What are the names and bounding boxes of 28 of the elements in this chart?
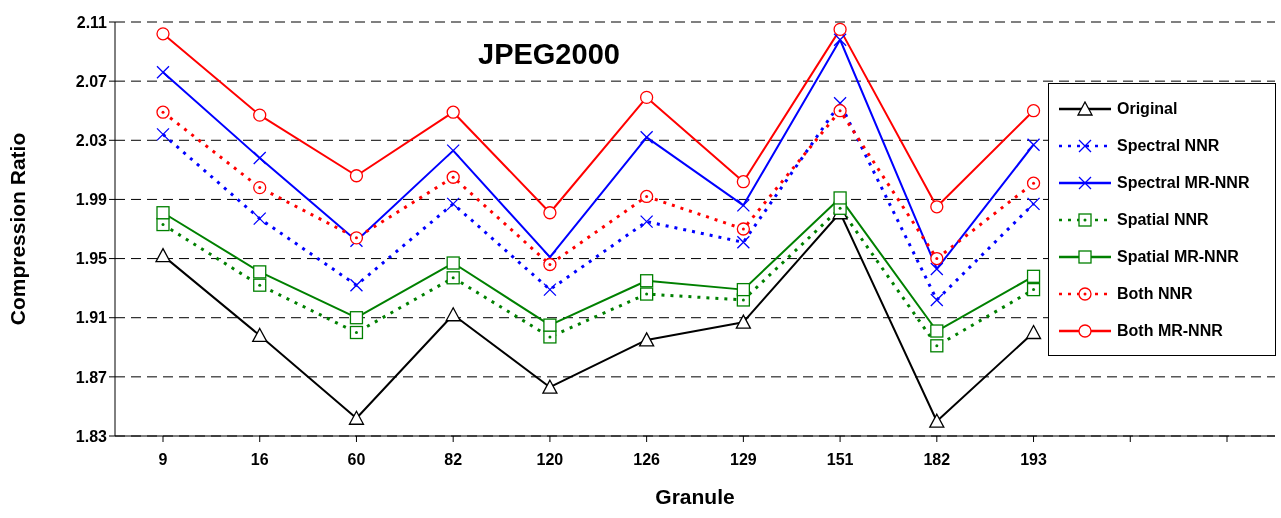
text: JPEG2000 xyxy=(478,38,620,71)
x-tick-label: 126 xyxy=(633,451,661,469)
y-tick-label: 2.03 xyxy=(75,131,108,149)
y-tick-label: 2.11 xyxy=(76,13,108,31)
legend-label: Original xyxy=(1117,99,1178,118)
legend-label: Both MR-NNR xyxy=(1117,321,1223,340)
y-tick-label: 2.07 xyxy=(75,72,108,90)
x-tick-label: 9 xyxy=(158,451,168,469)
x-tick-label: 120 xyxy=(536,451,564,469)
y-tick-label: 1.99 xyxy=(75,191,108,209)
x-tick-label: 182 xyxy=(923,451,951,469)
legend-label: Spatial NNR xyxy=(1117,210,1209,229)
x-tick-label: 60 xyxy=(347,451,366,469)
y-tick-label: 1.91 xyxy=(75,309,108,327)
x-tick-label: 16 xyxy=(250,451,269,469)
y-tick-label: 1.87 xyxy=(75,368,108,386)
x-axis-title: Granule xyxy=(655,485,735,508)
x-tick-label: 193 xyxy=(1020,451,1047,469)
legend-label: Both NNR xyxy=(1117,284,1193,303)
y-tick-label: 1.95 xyxy=(75,250,108,268)
legend-label: Spatial MR-NNR xyxy=(1117,247,1239,266)
y-axis-title: Compression Ratio xyxy=(6,132,30,326)
x-tick-label: 129 xyxy=(730,451,757,469)
legend-label: Spectral NNR xyxy=(1117,136,1220,155)
legend-label: Spectral MR-NNR xyxy=(1117,173,1250,192)
x-tick-label: 82 xyxy=(444,451,463,469)
y-tick-label: 1.83 xyxy=(75,427,108,445)
x-tick-label: 151 xyxy=(826,451,854,469)
